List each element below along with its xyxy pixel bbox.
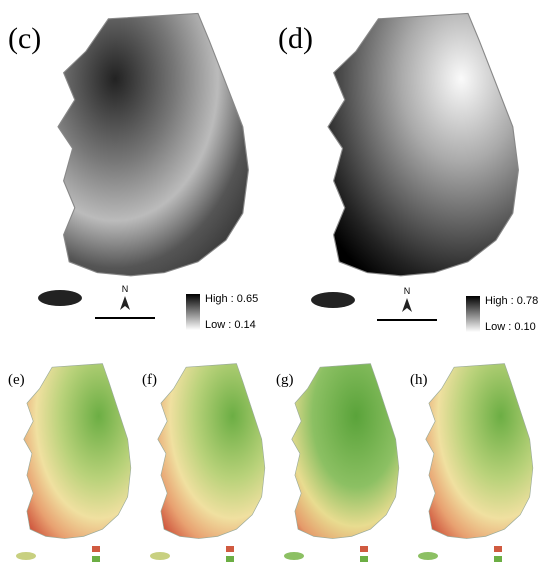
island bbox=[16, 552, 36, 560]
legend-swatch bbox=[494, 556, 502, 562]
north-arrow: N bbox=[122, 284, 129, 294]
island bbox=[150, 552, 170, 560]
arrow bbox=[120, 296, 130, 310]
map-c bbox=[58, 13, 248, 275]
island bbox=[418, 552, 438, 560]
panel-label: (g) bbox=[276, 372, 294, 388]
map-e bbox=[24, 364, 131, 539]
panel-label: (h) bbox=[410, 372, 428, 388]
map-g bbox=[292, 364, 399, 539]
small-maps bbox=[24, 364, 533, 539]
legend-ramp bbox=[186, 294, 200, 330]
legend-high: High : 0.78 bbox=[485, 295, 538, 307]
legend-swatch bbox=[226, 546, 234, 552]
legend-swatch bbox=[92, 556, 100, 562]
arrow bbox=[402, 298, 412, 312]
panel-label: (e) bbox=[8, 372, 25, 388]
island bbox=[311, 292, 355, 308]
legend-ramp bbox=[466, 296, 480, 332]
panel-label: (f) bbox=[142, 372, 157, 388]
legend-high: High : 0.65 bbox=[205, 293, 258, 305]
panel-label: (d) bbox=[278, 22, 313, 55]
legend-low: Low : 0.14 bbox=[205, 319, 256, 331]
legend-swatch bbox=[360, 556, 368, 562]
map-h bbox=[426, 364, 533, 539]
legend-swatch bbox=[494, 546, 502, 552]
island bbox=[284, 552, 304, 560]
island bbox=[38, 290, 82, 306]
map-d bbox=[328, 13, 518, 275]
legend-swatch bbox=[360, 546, 368, 552]
panel-label: (c) bbox=[8, 22, 41, 55]
small-legends bbox=[16, 546, 502, 562]
legend-swatch bbox=[92, 546, 100, 552]
figure: (c) (d) N N High : 0.65 Low : 0.14 High … bbox=[0, 0, 545, 571]
map-f bbox=[158, 364, 265, 539]
legend-low: Low : 0.10 bbox=[485, 321, 536, 333]
north-arrow: N bbox=[404, 286, 411, 296]
legend-swatch bbox=[226, 556, 234, 562]
